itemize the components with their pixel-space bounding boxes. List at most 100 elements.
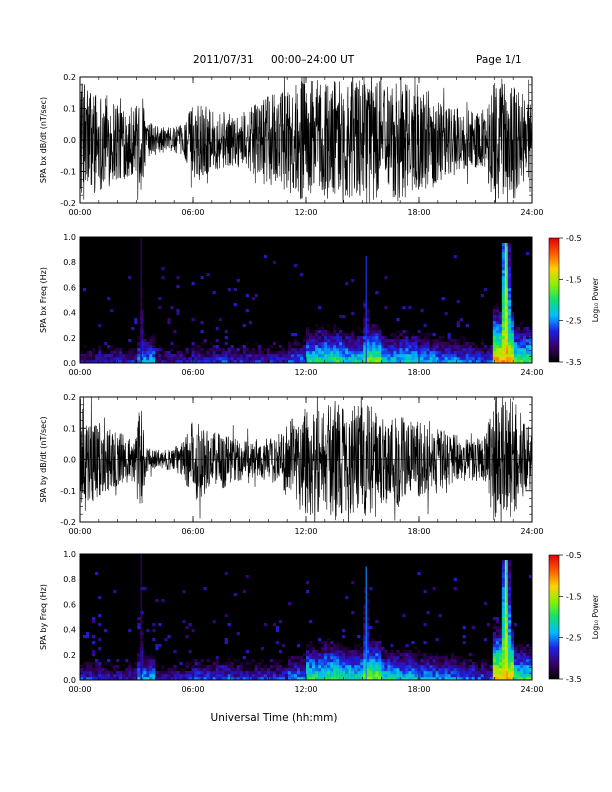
spectrogram-cell: [393, 665, 397, 669]
spectrogram-cell: [528, 339, 533, 343]
spectrogram-cell: [336, 650, 340, 654]
spectrogram-cell: [336, 336, 340, 340]
spectrogram-cell: [293, 360, 298, 364]
spectrogram-cell: [137, 668, 141, 672]
spectrogram-cell: [327, 677, 331, 681]
spectrogram-cell: [185, 677, 189, 681]
spectrogram-cell: [366, 324, 370, 328]
spectrogram-cell: [218, 354, 222, 358]
spectrogram-cell: [233, 677, 237, 681]
spectrogram-cell: [309, 345, 313, 349]
spectrogram-cell: [486, 674, 491, 678]
spectrogram-cell: [122, 677, 126, 681]
spectrogram-cell: [251, 297, 255, 301]
spectrogram-cell: [501, 593, 506, 597]
spectrogram-cell: [510, 644, 515, 648]
spectrogram-cell: [528, 357, 533, 361]
spectrogram-cell: [200, 677, 204, 681]
spectrogram-cell: [351, 650, 355, 654]
spectrogram-cell: [510, 626, 515, 630]
spectrogram-cell: [101, 677, 105, 681]
spectrogram-cell: [137, 342, 141, 346]
spectrogram-cell: [501, 611, 506, 615]
spectrogram-cell: [465, 665, 469, 669]
spectrogram-cell: [495, 333, 500, 337]
spectrogram-cell: [495, 638, 500, 642]
spectrogram-cell: [296, 665, 301, 669]
x-tick-label: 18:00: [407, 685, 430, 694]
spectrogram-cell: [176, 309, 180, 313]
spectrogram-cell: [327, 345, 331, 349]
spectrogram-cell: [230, 354, 234, 358]
spectrogram-cell: [269, 668, 274, 672]
spectrogram-cell: [510, 303, 515, 307]
spectrogram-cell: [315, 677, 319, 681]
spectrogram-cell: [218, 671, 222, 675]
spectrogram-cell: [366, 309, 370, 313]
spectrogram-cell: [348, 357, 352, 361]
spectrogram-cell: [312, 653, 316, 657]
spectrogram-cell: [363, 650, 367, 654]
spectrogram-cell: [306, 330, 310, 334]
spectrogram-cell: [110, 665, 114, 669]
spectrogram-cell: [387, 656, 391, 660]
spectrogram-cell: [345, 345, 349, 349]
spectrogram-cell: [363, 333, 367, 337]
spectrogram-cell: [459, 677, 463, 681]
spectrogram-cell: [411, 641, 415, 645]
spectrogram-cell: [98, 351, 102, 355]
spectrogram-cell: [245, 668, 249, 672]
spectrogram-cell: [507, 677, 512, 681]
spectrogram-cell: [333, 357, 337, 361]
spectrogram-cell: [342, 665, 346, 669]
spectrogram-cell: [164, 677, 168, 681]
spectrogram-cell: [101, 351, 105, 355]
spectrogram-cell: [363, 614, 367, 618]
spectrogram-cell: [525, 665, 530, 669]
spectrogram-cell: [435, 357, 439, 361]
spectrogram-cell: [351, 345, 355, 349]
spectrogram-cell: [170, 357, 174, 361]
spectrogram-cell: [194, 668, 198, 672]
spectrogram-cell: [212, 668, 216, 672]
spectrogram-cell: [191, 348, 195, 352]
y-axis-label: SPA bx dB/dt (nT/sec): [39, 97, 48, 183]
spectrogram-cell: [381, 647, 385, 651]
spectrogram-cell: [206, 351, 210, 355]
spectrogram-cell: [423, 662, 427, 666]
spectrogram-cell: [188, 357, 192, 361]
spectrogram-cell: [125, 677, 129, 681]
spectrogram-cell: [390, 659, 394, 663]
spectrogram-cell: [152, 656, 156, 660]
spectrogram-cell: [245, 650, 249, 654]
spectrogram-cell: [194, 351, 198, 355]
spectrogram-cell: [414, 677, 418, 681]
spectrogram-cell: [137, 626, 141, 630]
spectrogram-cell: [507, 309, 512, 313]
spectrogram-cell: [507, 258, 512, 262]
spectrogram-cell: [444, 668, 448, 672]
spectrogram-cell: [402, 360, 406, 364]
spectrogram-cell: [95, 668, 99, 672]
spectrogram-cell: [393, 354, 397, 358]
spectrogram-cell: [348, 656, 352, 660]
spectrogram-cell: [152, 638, 156, 642]
spectrogram-cell: [290, 351, 295, 355]
spectrogram-cell: [92, 653, 96, 657]
spectrogram-cell: [330, 656, 334, 660]
spectrogram-cell: [131, 327, 135, 331]
spectrogram-cell: [363, 665, 367, 669]
spectrogram-cell: [257, 357, 261, 361]
spectrogram-cell: [158, 360, 162, 364]
spectrogram-cell: [315, 674, 319, 678]
spectrogram-cell: [333, 348, 337, 352]
spectrogram-cell: [306, 357, 310, 361]
spectrogram-cell: [257, 354, 261, 358]
spectrogram-cell: [372, 641, 376, 645]
spectrogram-cell: [351, 360, 355, 364]
spectrogram-cell: [176, 677, 180, 681]
spectrogram-cell: [501, 330, 506, 334]
spectrogram-cell: [80, 354, 84, 358]
spectrogram-cell: [471, 626, 475, 630]
spectrogram-cell: [447, 357, 451, 361]
